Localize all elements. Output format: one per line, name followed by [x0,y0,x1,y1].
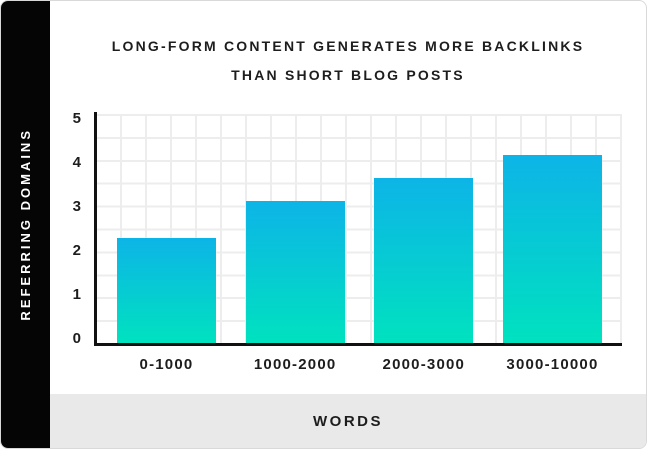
y-tick-label: 3 [72,198,81,215]
bar-1000-2000 [245,201,345,343]
x-axis-line [94,343,622,346]
y-tick-label: 5 [72,110,81,127]
y-axis-ticks: 5 4 3 2 1 0 [49,109,81,349]
y-axis-title: REFERRING DOMAINS [18,128,33,321]
x-category-label: 3000-10000 [506,356,599,373]
x-axis-title: WORDS [313,412,383,430]
x-category-slot: 1000-2000 [246,356,345,373]
y-tick-label: 1 [72,286,81,303]
y-axis-line [94,112,97,346]
x-category-slot: 2000-3000 [374,356,473,373]
chart-title-line2: THAN SHORT BLOG POSTS [231,67,465,83]
x-category-label: 0-1000 [139,356,194,373]
plot-area [97,114,622,343]
x-axis-labels: 0-1000 1000-2000 2000-3000 3000-10000 [97,356,622,373]
x-category-label: 1000-2000 [253,356,337,373]
bar-2000-3000 [374,178,474,343]
y-axis-panel: REFERRING DOMAINS [1,1,50,448]
y-tick-label: 2 [72,242,81,259]
x-axis-panel: WORDS [50,394,646,448]
x-category-label: 2000-3000 [382,356,466,373]
bar-0-1000 [117,237,216,343]
chart-title-line1: LONG-FORM CONTENT GENERATES MORE BACKLIN… [111,38,585,54]
x-category-slot: 0-1000 [117,356,216,373]
x-category-slot: 3000-10000 [503,356,602,373]
bar-3000-10000 [502,155,602,343]
y-tick-label: 4 [72,154,81,171]
chart-title: LONG-FORM CONTENT GENERATES MORE BACKLIN… [50,32,646,90]
y-tick-label: 0 [72,330,81,347]
